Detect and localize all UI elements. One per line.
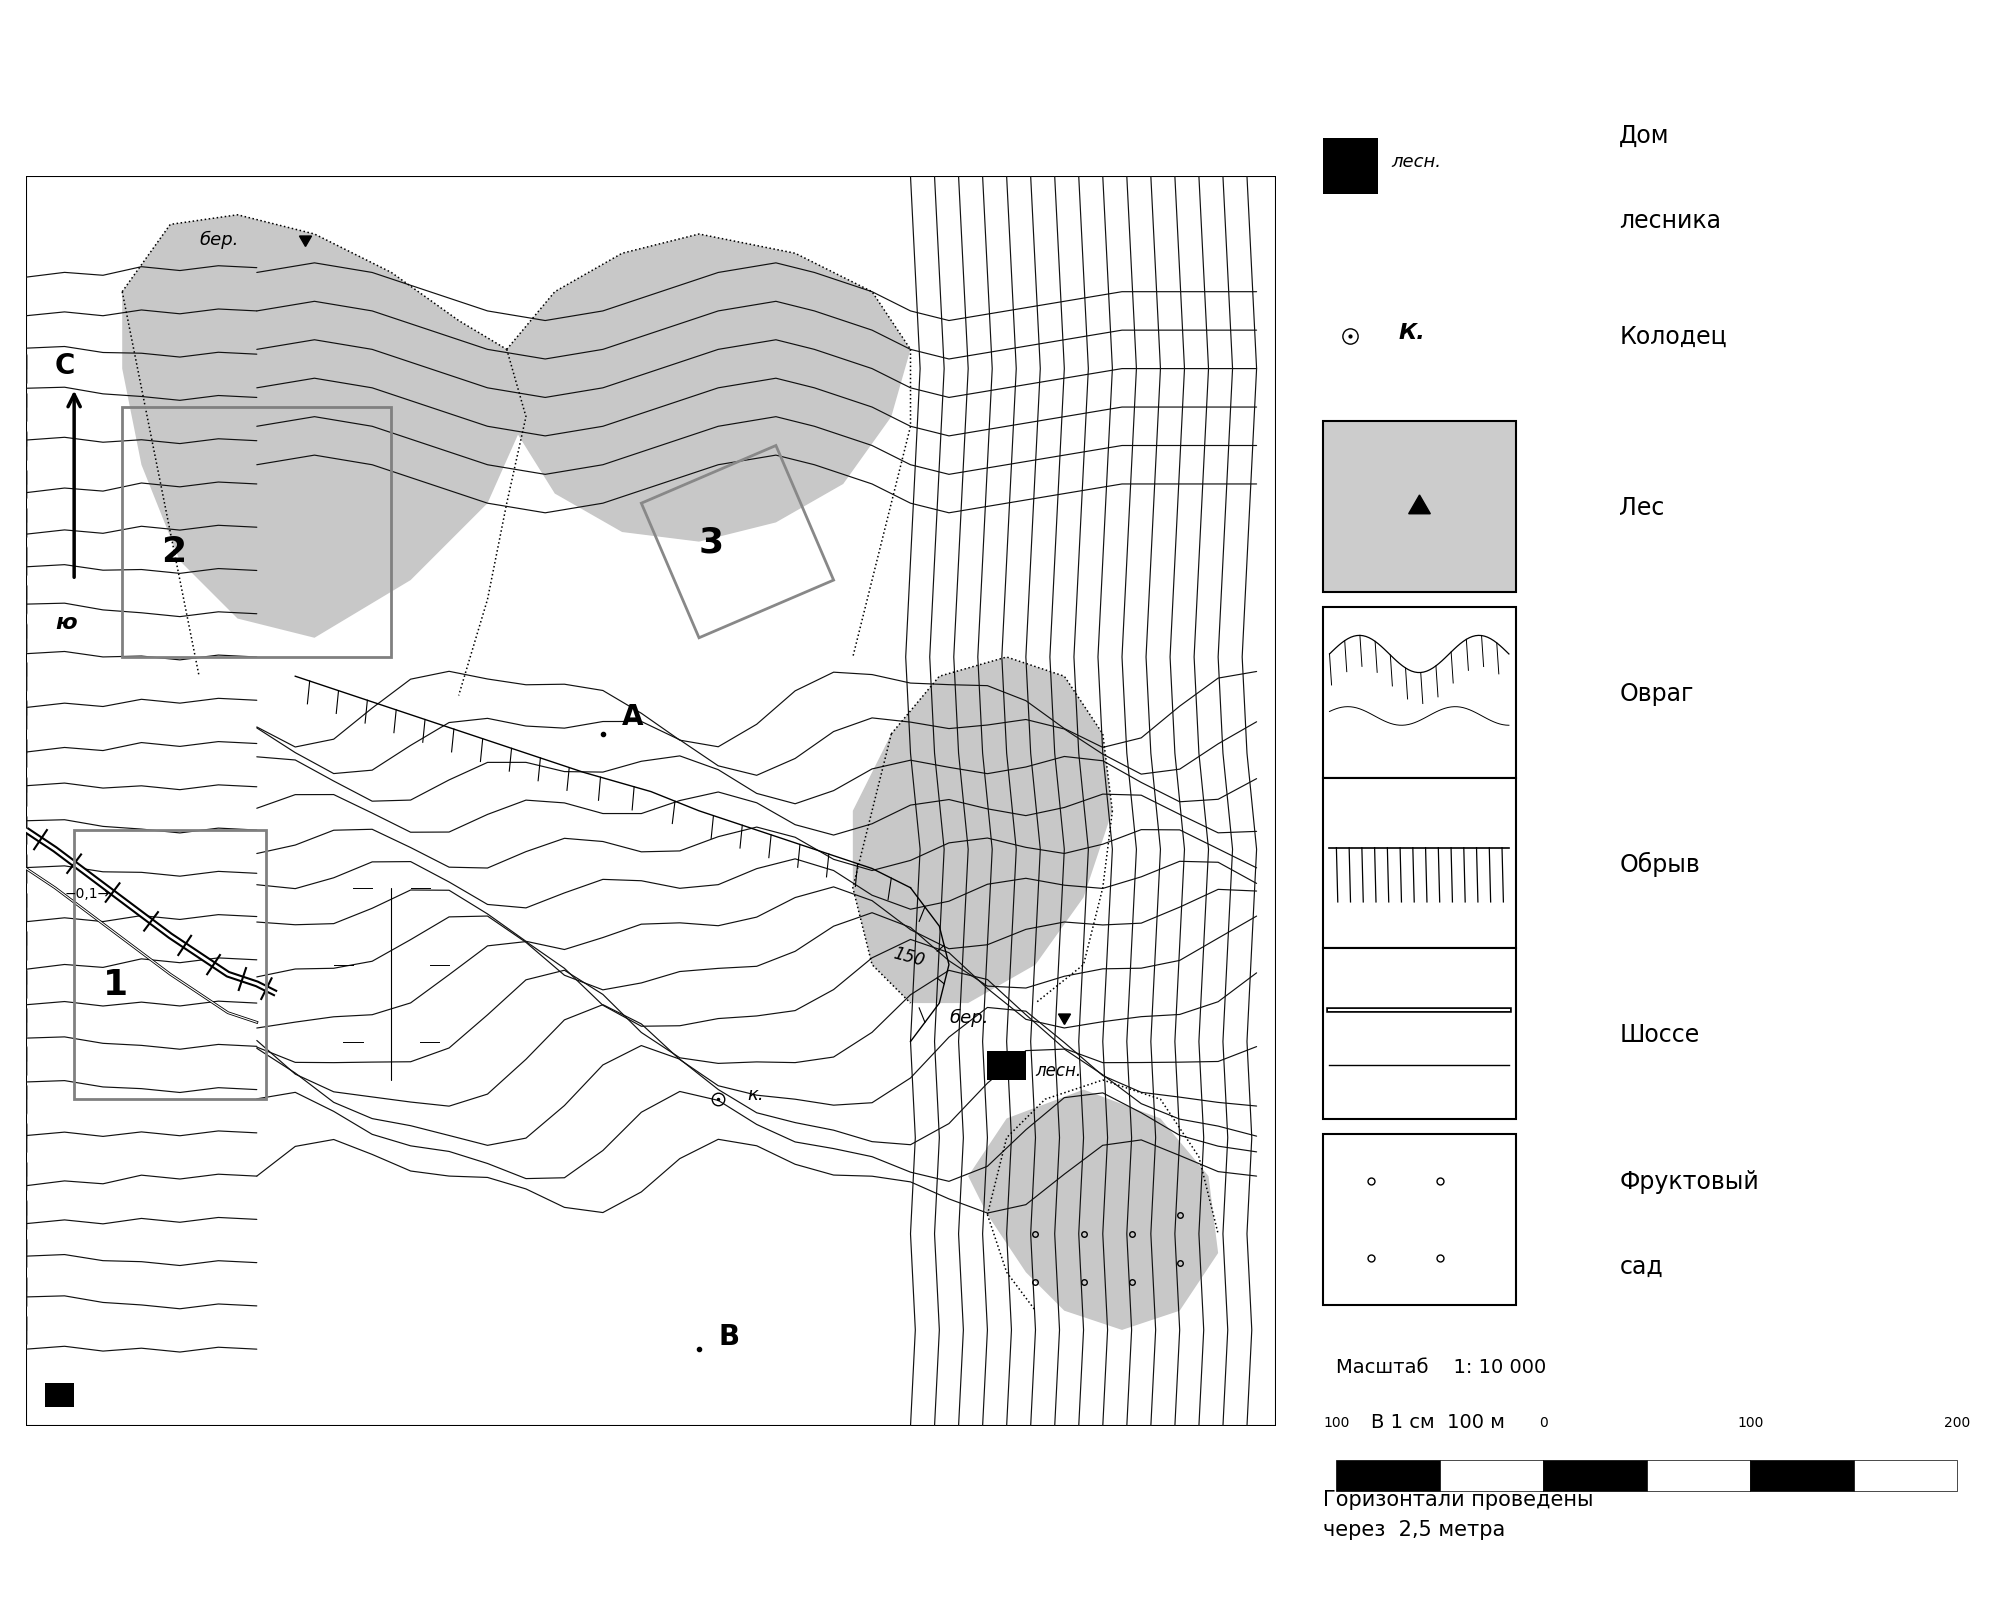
Bar: [1321, 778, 1516, 949]
Text: 2: 2: [160, 534, 186, 568]
Text: лесн.: лесн.: [1391, 152, 1442, 172]
Bar: [1750, 1461, 1853, 1491]
Text: Колодец: Колодец: [1618, 326, 1726, 348]
Bar: [46, 1384, 74, 1408]
Text: Шоссе: Шоссе: [1618, 1022, 1698, 1046]
Text: Масштаб    1: 10 000: Масштаб 1: 10 000: [1335, 1358, 1546, 1377]
Text: Обрыв: Обрыв: [1618, 851, 1698, 876]
Text: лесн.: лесн.: [1035, 1063, 1081, 1080]
Text: В 1 см  100 м: В 1 см 100 м: [1369, 1412, 1504, 1430]
Text: сад: сад: [1618, 1255, 1662, 1278]
Polygon shape: [852, 658, 1113, 1003]
Text: лесника: лесника: [1618, 209, 1720, 233]
Text: 100: 100: [1736, 1416, 1762, 1428]
Bar: [1321, 1135, 1516, 1305]
Text: Дом: Дом: [1618, 124, 1668, 148]
Text: Лес: Лес: [1618, 496, 1664, 520]
Text: 200: 200: [1943, 1416, 1969, 1428]
Bar: [74, 830, 267, 1099]
Bar: [1853, 1461, 1957, 1491]
Text: 150: 150: [890, 944, 926, 969]
Text: бер.: бер.: [198, 230, 239, 249]
Text: Фруктовый: Фруктовый: [1618, 1168, 1758, 1193]
Text: В: В: [718, 1323, 740, 1350]
Text: Овраг: Овраг: [1618, 681, 1692, 705]
Text: ю: ю: [54, 613, 76, 632]
Bar: [1440, 1461, 1542, 1491]
Polygon shape: [968, 1090, 1217, 1331]
Bar: [122, 408, 391, 658]
Text: Горизонтали проведены
через  2,5 метра: Горизонтали проведены через 2,5 метра: [1321, 1489, 1592, 1539]
Bar: [1321, 949, 1516, 1119]
Text: А: А: [622, 703, 644, 730]
Text: 1: 1: [102, 968, 128, 1002]
Bar: [1542, 1461, 1646, 1491]
Bar: [1321, 608, 1516, 778]
Text: 100: 100: [1323, 1416, 1349, 1428]
Bar: [1321, 138, 1377, 194]
Bar: [1321, 422, 1516, 592]
Text: −0,1→: −0,1→: [64, 888, 110, 900]
Polygon shape: [122, 215, 525, 639]
Text: 3: 3: [698, 525, 724, 559]
Bar: [1646, 1461, 1750, 1491]
Text: К.: К.: [1397, 323, 1424, 342]
Text: к.: к.: [746, 1085, 764, 1104]
Text: С: С: [54, 351, 76, 380]
Bar: [986, 1051, 1025, 1080]
Text: 0: 0: [1538, 1416, 1548, 1428]
Text: бер.: бер.: [948, 1008, 988, 1027]
Polygon shape: [507, 234, 910, 542]
Bar: [1335, 1461, 1440, 1491]
